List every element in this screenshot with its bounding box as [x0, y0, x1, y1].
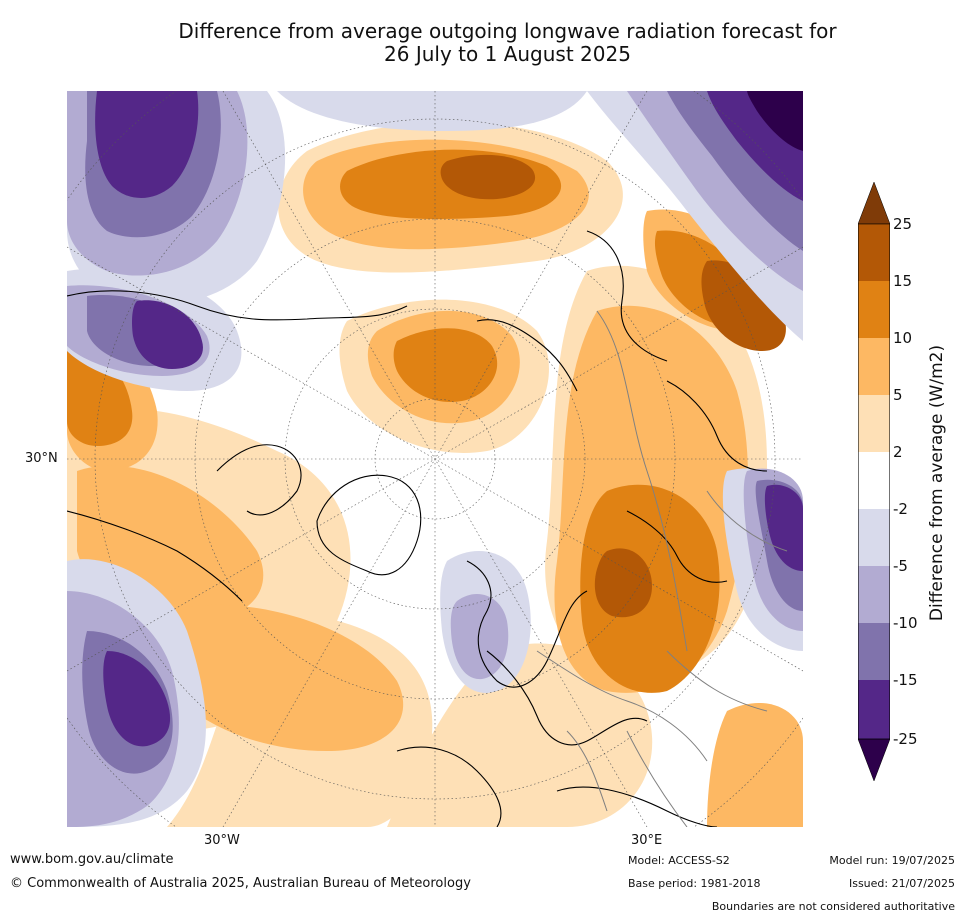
coastline [626, 510, 728, 583]
boundary [536, 650, 708, 762]
latitude-label-30n: 30°N [25, 451, 58, 466]
map-canvas [67, 91, 803, 827]
anomaly-region [764, 484, 803, 571]
colorbar-tick: -15 [893, 671, 918, 689]
colorbar-tick: -5 [893, 557, 908, 575]
colorbar-segment [858, 623, 890, 680]
coastline [396, 746, 502, 827]
anomaly-region [450, 593, 509, 680]
coastline [67, 290, 408, 321]
colorbar-tick: -2 [893, 500, 908, 518]
colorbar-tick: 25 [893, 215, 913, 233]
coastline [586, 230, 668, 362]
model-run-text: Model run: 19/07/2025 [829, 854, 955, 867]
anomaly-region [701, 260, 786, 351]
base-period-text: Base period: 1981-2018 [628, 877, 761, 890]
colorbar-tick: 15 [893, 272, 913, 290]
coastline [476, 319, 578, 392]
issued-text: Issued: 21/07/2025 [848, 877, 955, 890]
colorbar-extension-bottom [857, 738, 891, 782]
colorbar-segment [858, 680, 890, 739]
coastline [216, 444, 302, 516]
title-line-1: Difference from average outgoing longwav… [178, 19, 837, 43]
forecast-map [67, 91, 803, 827]
anomaly-region [95, 91, 199, 199]
boundary [706, 490, 788, 552]
coastline [486, 650, 648, 746]
copyright-text: © Commonwealth of Australia 2025, Austra… [10, 876, 471, 891]
coastline [316, 474, 422, 576]
colorbar [857, 181, 891, 782]
colorbar-segment [858, 452, 890, 509]
colorbar-title: Difference from average (W/m2) [927, 344, 947, 622]
anomaly-region [747, 91, 803, 151]
anomaly-region [132, 300, 203, 369]
colorbar-segment [858, 281, 890, 338]
anomaly-region [277, 91, 587, 131]
coastlines [67, 230, 768, 827]
country-boundaries [536, 310, 788, 827]
colorbar-segment [858, 509, 890, 566]
graticule-meridian [67, 246, 803, 672]
graticule [67, 91, 803, 827]
longitude-label-30w: 30°W [204, 833, 240, 848]
colorbar-frame [857, 223, 891, 740]
title-line-2: 26 July to 1 August 2025 [384, 42, 631, 66]
coastline [556, 786, 718, 827]
anomaly-region [594, 548, 652, 618]
model-text: Model: ACCESS-S2 [628, 854, 730, 867]
anomaly-region [387, 643, 653, 827]
longitude-label-30e: 30°E [631, 833, 663, 848]
colorbar-tick: -10 [893, 614, 918, 632]
coastline [666, 380, 768, 472]
website-link[interactable]: www.bom.gov.au/climate [10, 852, 174, 867]
anomaly-region [707, 702, 803, 827]
chart-title: Difference from average outgoing longwav… [120, 20, 895, 66]
coastline [67, 510, 243, 602]
anomaly-field [67, 91, 803, 827]
boundary [626, 730, 688, 827]
coastline [466, 560, 588, 688]
anomaly-region [167, 604, 404, 751]
colorbar-extension-top [857, 181, 891, 225]
anomaly-region [103, 651, 171, 747]
boundary [596, 310, 688, 652]
colorbar-tick: 10 [893, 329, 913, 347]
colorbar-tick: 2 [893, 443, 903, 461]
graticule-ring [284, 308, 586, 610]
anomaly-region [393, 328, 498, 402]
colorbar-segment [858, 224, 890, 281]
colorbar-segment [858, 566, 890, 623]
boundary [666, 650, 768, 712]
colorbar-tick: 5 [893, 386, 903, 404]
boundary [566, 730, 608, 812]
anomaly-region [440, 154, 536, 200]
disclaimer-text: Boundaries are not considered authoritat… [711, 900, 955, 913]
colorbar-segment [858, 395, 890, 452]
colorbar-graphic [857, 181, 891, 782]
colorbar-segment [858, 338, 890, 395]
colorbar-tick: -25 [893, 730, 918, 748]
